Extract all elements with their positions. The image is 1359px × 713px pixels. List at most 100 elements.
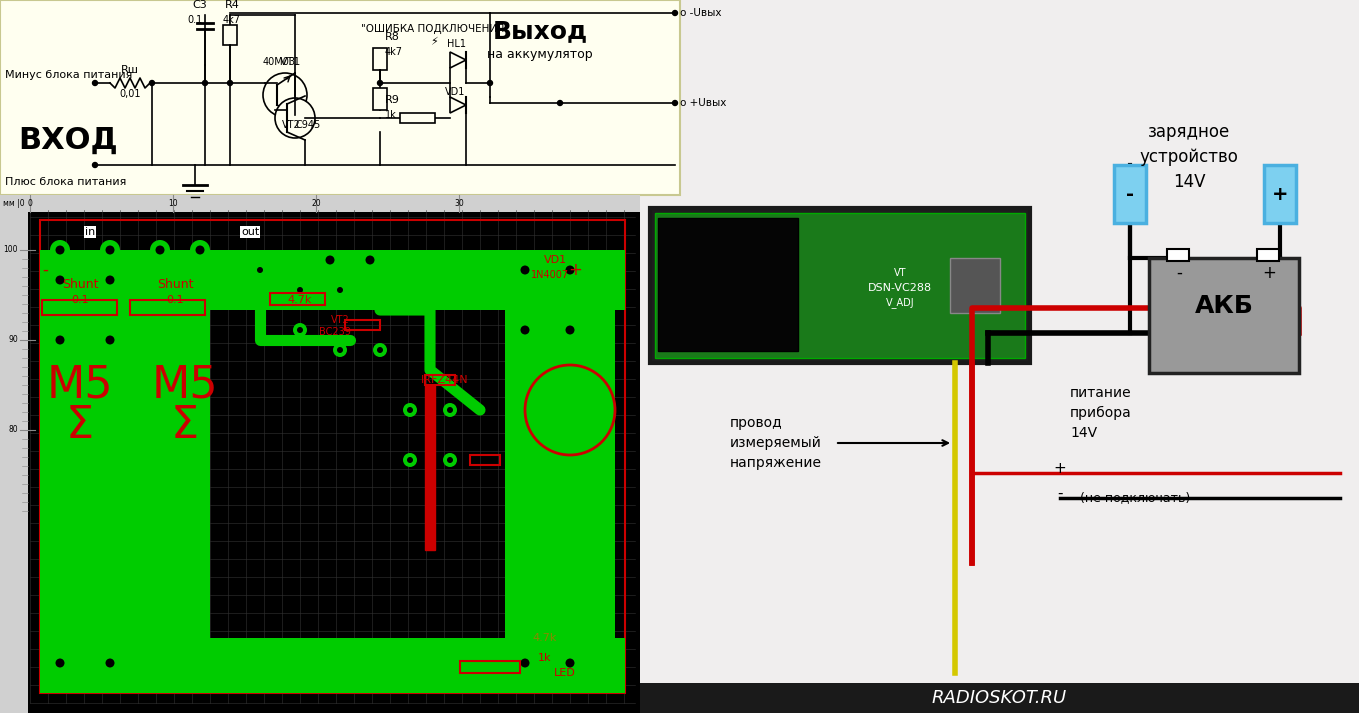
Circle shape (227, 81, 232, 86)
Circle shape (565, 326, 575, 334)
Circle shape (298, 327, 303, 333)
Circle shape (106, 245, 114, 255)
Circle shape (372, 343, 387, 357)
Circle shape (56, 336, 64, 344)
Bar (640, 683, 1359, 713)
Bar (655, 213, 1025, 358)
Bar (658, 218, 798, 351)
Circle shape (378, 81, 382, 86)
Text: Минус блока питания: Минус блока питания (5, 70, 132, 80)
Circle shape (520, 265, 530, 275)
Text: RADIOSKOT.RU: RADIOSKOT.RU (931, 689, 1067, 707)
Text: Shunt: Shunt (61, 279, 98, 292)
Circle shape (155, 245, 164, 255)
Circle shape (333, 343, 347, 357)
Bar (0, 195, 640, 713)
Circle shape (319, 250, 340, 270)
Circle shape (101, 270, 120, 290)
Circle shape (406, 457, 413, 463)
Circle shape (565, 265, 575, 275)
Text: C3: C3 (193, 0, 208, 10)
Circle shape (92, 163, 98, 168)
Text: мм |0: мм |0 (3, 200, 24, 208)
Circle shape (106, 275, 114, 284)
Bar (1257, 249, 1279, 261)
Text: R4: R4 (224, 0, 239, 10)
Text: BC239: BC239 (319, 327, 351, 337)
Text: 0.1: 0.1 (188, 15, 202, 25)
Circle shape (275, 98, 315, 138)
Bar (400, 113, 435, 123)
Text: LED: LED (554, 668, 576, 678)
Circle shape (404, 403, 417, 417)
Bar (0, 207, 29, 713)
Circle shape (447, 457, 453, 463)
Text: o +Uвых: o +Uвых (680, 98, 726, 108)
Text: -: - (42, 261, 48, 279)
Circle shape (515, 653, 535, 673)
Text: 40М03: 40М03 (264, 57, 296, 67)
Circle shape (557, 101, 563, 106)
Circle shape (515, 260, 535, 280)
Circle shape (196, 245, 204, 255)
Text: Плюс блока питания: Плюс блока питания (5, 177, 126, 187)
Text: 4.7k: 4.7k (288, 295, 313, 305)
Circle shape (149, 240, 170, 260)
Text: Выход: Выход (492, 19, 587, 43)
Text: VD1: VD1 (444, 87, 465, 97)
Circle shape (298, 287, 303, 293)
Circle shape (360, 250, 381, 270)
Circle shape (50, 653, 71, 673)
Text: M5: M5 (152, 364, 219, 406)
Bar (270, 293, 325, 305)
Bar (1264, 165, 1296, 223)
Circle shape (333, 283, 347, 297)
Circle shape (560, 260, 580, 280)
Text: -: - (1127, 185, 1133, 203)
Bar (39, 638, 625, 693)
Bar (130, 300, 205, 315)
Text: 0: 0 (27, 200, 33, 208)
Text: 0.1: 0.1 (166, 295, 183, 305)
Text: HL1: HL1 (447, 39, 466, 49)
Circle shape (366, 255, 375, 265)
Circle shape (56, 275, 64, 284)
Circle shape (488, 81, 492, 86)
Text: 30: 30 (454, 200, 463, 208)
Text: +: + (1272, 185, 1288, 203)
Bar (0, 0, 680, 195)
Circle shape (565, 659, 575, 667)
Bar (640, 0, 1359, 713)
Circle shape (337, 347, 342, 353)
Bar (506, 310, 616, 693)
Circle shape (515, 320, 535, 340)
Circle shape (520, 326, 530, 334)
Circle shape (376, 347, 383, 353)
Text: 4k: 4k (560, 403, 580, 418)
Bar (39, 310, 211, 693)
Circle shape (106, 659, 114, 667)
Bar (0, 195, 640, 212)
Circle shape (50, 330, 71, 350)
Text: C945: C945 (295, 120, 321, 130)
Text: 100: 100 (4, 245, 18, 255)
Circle shape (257, 267, 264, 273)
Text: +: + (568, 261, 582, 279)
Circle shape (294, 323, 307, 337)
Text: +: + (1263, 264, 1276, 282)
Text: 1N4007: 1N4007 (531, 270, 569, 280)
Text: ⚡: ⚡ (431, 37, 438, 47)
Circle shape (673, 101, 678, 106)
Text: R9: R9 (385, 95, 400, 105)
Circle shape (264, 73, 307, 117)
Circle shape (294, 283, 307, 297)
Text: зарядное
устройство
14V: зарядное устройство 14V (1140, 123, 1238, 191)
Text: 4.7k: 4.7k (533, 633, 557, 643)
Text: Rш: Rш (121, 65, 139, 75)
Circle shape (106, 336, 114, 344)
Bar (39, 220, 625, 693)
Text: 80: 80 (8, 426, 18, 434)
Circle shape (443, 403, 457, 417)
Text: ВХОД: ВХОД (18, 125, 118, 155)
Text: (не подключать): (не подключать) (1080, 491, 1190, 505)
